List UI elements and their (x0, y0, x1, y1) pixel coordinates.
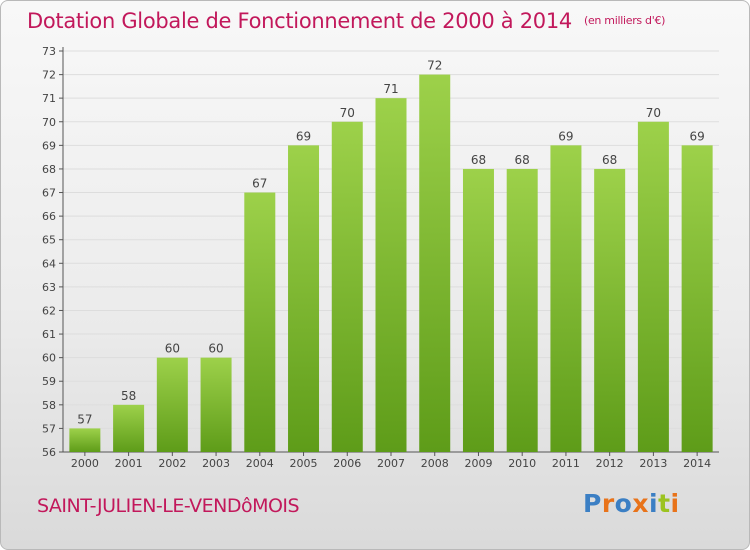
commune-name: SAINT-JULIEN-LE-VENDôMOIS (37, 495, 300, 517)
y-tick-label: 63 (42, 281, 56, 294)
y-tick-label: 61 (42, 328, 56, 341)
data-label: 69 (296, 129, 311, 143)
x-tick-label: 2014 (683, 457, 711, 470)
logo-letter: x (632, 489, 649, 518)
bar (331, 121, 363, 452)
bar (637, 121, 669, 452)
y-tick-label: 70 (42, 116, 56, 129)
y-tick-label: 73 (42, 45, 56, 58)
logo-letter: r (601, 489, 615, 518)
x-tick-label: 2011 (552, 457, 580, 470)
data-label: 72 (427, 59, 442, 73)
y-tick-label: 57 (42, 422, 56, 435)
chart-title: Dotation Globale de Fonctionnement de 20… (27, 9, 665, 33)
data-label: 68 (515, 153, 530, 167)
x-tick-label: 2012 (596, 457, 624, 470)
y-tick-label: 69 (42, 139, 56, 152)
x-tick-label: 2013 (639, 457, 667, 470)
y-tick-label: 64 (42, 257, 56, 270)
y-tick-label: 56 (42, 446, 56, 459)
logo-letter: i (670, 489, 680, 518)
y-tick-label: 68 (42, 163, 56, 176)
bar (506, 168, 538, 453)
data-label: 71 (383, 82, 398, 96)
x-tick-label: 2007 (377, 457, 405, 470)
data-label: 69 (558, 129, 573, 143)
bar (419, 74, 451, 453)
y-tick-label: 66 (42, 210, 56, 223)
y-tick-label: 59 (42, 375, 56, 388)
bar (681, 145, 713, 452)
data-label: 67 (252, 177, 267, 191)
logo-letter: P (583, 489, 602, 518)
proxiti-logo: Proxiti (583, 489, 680, 518)
y-tick-label: 72 (42, 69, 56, 82)
chart-title-text: Dotation Globale de Fonctionnement de 20… (27, 9, 572, 33)
x-tick-label: 2003 (202, 457, 230, 470)
x-tick-label: 2009 (464, 457, 492, 470)
bar (594, 168, 626, 453)
logo-letter: t (658, 489, 671, 518)
data-label: 60 (208, 342, 223, 356)
bar (69, 428, 101, 452)
data-label: 57 (77, 412, 92, 426)
bar (156, 357, 188, 452)
x-tick-label: 2001 (115, 457, 143, 470)
y-tick-label: 65 (42, 234, 56, 247)
data-label: 69 (689, 129, 704, 143)
x-tick-label: 2008 (421, 457, 449, 470)
chart-unit: (en milliers d'€) (583, 14, 666, 27)
bar (288, 145, 320, 452)
bar (200, 357, 232, 452)
y-tick-label: 58 (42, 399, 56, 412)
data-label: 58 (121, 389, 136, 403)
x-tick-label: 2002 (158, 457, 186, 470)
logo-letter: i (649, 489, 659, 518)
bar (375, 98, 407, 453)
y-tick-label: 71 (42, 92, 56, 105)
y-tick-label: 60 (42, 352, 56, 365)
data-label: 68 (471, 153, 486, 167)
x-tick-label: 2004 (246, 457, 274, 470)
x-tick-label: 2005 (290, 457, 318, 470)
bar (462, 168, 494, 453)
bar (244, 192, 276, 452)
data-label: 70 (646, 106, 661, 120)
y-tick-label: 62 (42, 304, 56, 317)
x-tick-label: 2010 (508, 457, 536, 470)
y-tick-label: 67 (42, 187, 56, 200)
data-label: 60 (165, 342, 180, 356)
data-label: 70 (340, 106, 355, 120)
x-tick-label: 2006 (333, 457, 361, 470)
x-tick-label: 2000 (71, 457, 99, 470)
logo-letter: o (614, 489, 633, 518)
bar (113, 404, 145, 452)
bar (550, 145, 582, 452)
data-label: 68 (602, 153, 617, 167)
